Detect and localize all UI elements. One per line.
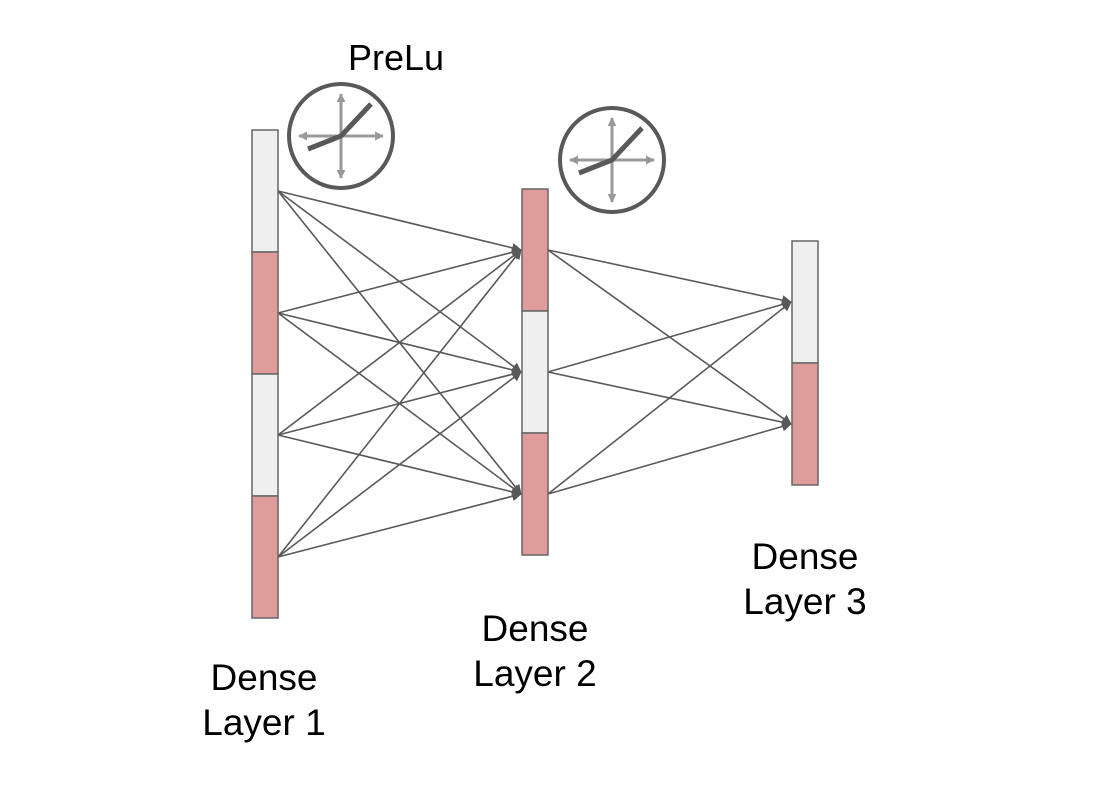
layers: [251, 129, 819, 619]
connection-l1n2-l2n1: [277, 247, 522, 314]
connection-l1n4-l2n1: [277, 249, 522, 558]
connection-l1n1-l2n1: [277, 190, 522, 253]
layer-3-label-line2: Layer 3: [743, 581, 866, 622]
layer-3-cell-2: [791, 362, 819, 486]
layer-3-cell-1: [791, 240, 819, 364]
prelu-activation-icon: [558, 106, 666, 214]
layer-3-label-line1: Dense: [752, 536, 859, 577]
layer-2-bar: [521, 188, 549, 556]
layer-3-bar: [791, 240, 819, 486]
connection-l1n4-l2n3: [277, 491, 522, 558]
layer-2-cell-1: [521, 188, 549, 312]
layer-2-label-line1: Dense: [482, 608, 589, 649]
layer-2-cell-3: [521, 432, 549, 556]
activation-icons: [287, 82, 666, 214]
layer-1-label-line1: Dense: [211, 657, 318, 698]
connection-l2n2-l3n1: [547, 299, 792, 373]
connection-l1n4-l2n2: [277, 371, 522, 558]
layer-1-cell-4: [251, 495, 279, 619]
connection-l2n3-l3n1: [547, 301, 792, 495]
layer-1-cell-2: [251, 251, 279, 375]
layer-1-bar: [251, 129, 279, 619]
layer-1-label-line2: Layer 1: [202, 702, 325, 743]
layer-2-cell-2: [521, 310, 549, 434]
connection-l1n3-l2n1: [277, 249, 522, 436]
activation-label: PreLu: [348, 37, 444, 78]
layer-1-cell-1: [251, 129, 279, 253]
prelu-activation-icon: [287, 82, 395, 190]
connections: [277, 190, 792, 558]
connection-l2n1-l3n1: [547, 249, 792, 306]
layer-2-label-line2: Layer 2: [473, 653, 596, 694]
connection-l2n3-l3n2: [547, 421, 792, 495]
layer-1-cell-3: [251, 373, 279, 497]
